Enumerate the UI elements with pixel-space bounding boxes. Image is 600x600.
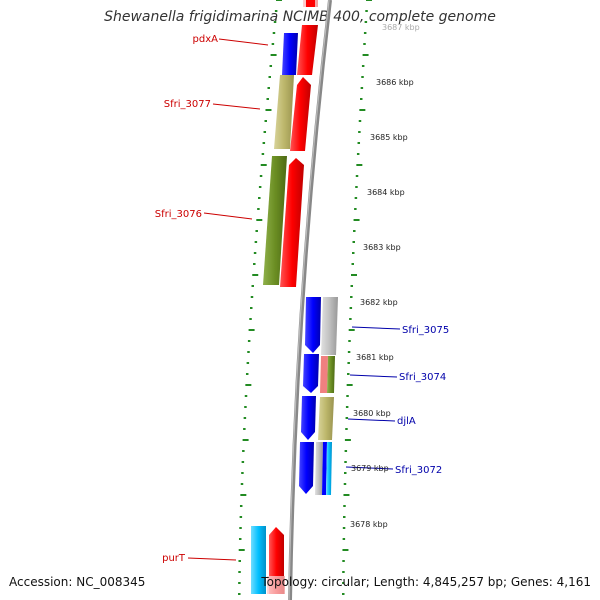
gene-Sfri_3072-block-gray[interactable]	[315, 442, 323, 495]
gene-labels-left: pdxA Sfri_3077 Sfri_3076 purT	[155, 34, 218, 564]
genome-summary: Topology: circular; Length: 4,845,257 bp…	[261, 575, 591, 589]
scale-label-3684: 3684 kbp	[367, 188, 405, 197]
map-title: Shewanella frigidimarina NCIMB 400, comp…	[104, 9, 496, 25]
scale-label-3681: 3681 kbp	[356, 353, 394, 362]
scale-label-3686: 3686 kbp	[376, 78, 414, 87]
gene-Sfri_3076-forward-arrow[interactable]	[280, 158, 304, 287]
gene-Sfri_3072-block-blue[interactable]	[322, 442, 327, 495]
scale-label-3678: 3678 kbp	[350, 520, 388, 529]
scale-labels: 3687 kbp 3686 kbp 3685 kbp 3684 kbp 3683…	[350, 23, 420, 529]
gene-top-forward-cap-red[interactable]	[306, 0, 315, 7]
gene-labels-right: Sfri_3075 Sfri_3074 djlA Sfri_3072	[395, 325, 449, 476]
label-leader-lines	[187, 38, 401, 561]
scale-label-3683: 3683 kbp	[363, 243, 401, 252]
scale-label-3687: 3687 kbp	[382, 23, 420, 32]
genome-backbone	[288, 0, 332, 600]
genome-backbone-highlight	[288, 0, 330, 600]
scale-label-3680: 3680 kbp	[353, 409, 391, 418]
gene-label-pdxA[interactable]: pdxA	[193, 34, 219, 45]
gene-Sfri_3072-reverse-arrow[interactable]	[299, 442, 314, 494]
gene-Sfri_3074-block-olive[interactable]	[327, 356, 335, 393]
gene-djlA-block[interactable]	[318, 397, 334, 440]
gene-label-Sfri_3077[interactable]: Sfri_3077	[164, 99, 211, 110]
gene-label-Sfri_3075[interactable]: Sfri_3075	[402, 325, 449, 336]
scale-label-3679: 3679 kbp	[351, 464, 389, 473]
gene-Sfri_3077-block[interactable]	[274, 75, 294, 149]
scale-label-3682: 3682 kbp	[360, 298, 398, 307]
gene-Sfri_3076-block[interactable]	[263, 156, 287, 285]
gene-Sfri_3072-block-cyan[interactable]	[326, 442, 332, 495]
gene-label-djlA[interactable]: djlA	[397, 416, 416, 427]
gene-pdxA-reverse-block[interactable]	[282, 33, 298, 75]
gene-djlA-reverse-arrow[interactable]	[301, 396, 316, 440]
gene-Sfri_3074-block-pink[interactable]	[320, 356, 328, 393]
scale-label-3685: 3685 kbp	[370, 133, 408, 142]
gene-label-purT[interactable]: purT	[162, 553, 186, 564]
gene-pdxA-forward-arrow[interactable]	[297, 25, 318, 75]
gene-Sfri_3077-forward-arrow[interactable]	[290, 77, 311, 151]
gene-Sfri_3075-block[interactable]	[321, 297, 338, 355]
accession-label: Accession: NC_008345	[9, 575, 146, 589]
gene-purT-pink-tail[interactable]	[267, 576, 285, 594]
gene-label-Sfri_3076[interactable]: Sfri_3076	[155, 209, 202, 220]
gene-Sfri_3075-reverse-arrow[interactable]	[305, 297, 321, 353]
ruler-ticks-left	[238, 0, 282, 595]
gene-purT-cyan-block[interactable]	[251, 526, 266, 594]
gene-label-Sfri_3074[interactable]: Sfri_3074	[399, 372, 446, 383]
gene-label-Sfri_3072[interactable]: Sfri_3072	[395, 465, 442, 476]
gene-Sfri_3074-reverse-arrow[interactable]	[303, 354, 319, 393]
ruler-ticks-right	[342, 0, 372, 595]
